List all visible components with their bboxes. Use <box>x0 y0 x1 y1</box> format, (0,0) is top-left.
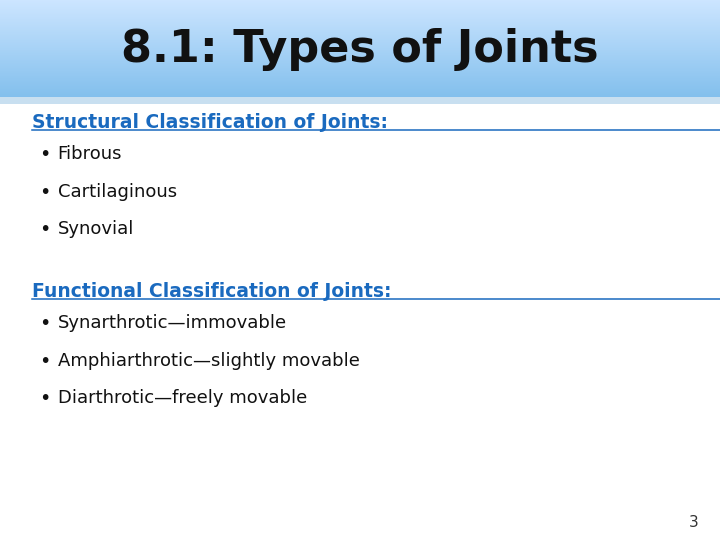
Text: •: • <box>40 220 51 239</box>
Text: •: • <box>40 145 51 164</box>
Text: Amphiarthrotic—slightly movable: Amphiarthrotic—slightly movable <box>58 352 359 369</box>
Text: Synovial: Synovial <box>58 220 134 238</box>
Text: Synarthrotic—immovable: Synarthrotic—immovable <box>58 314 287 332</box>
Text: Fibrous: Fibrous <box>58 145 122 163</box>
Text: Diarthrotic—freely movable: Diarthrotic—freely movable <box>58 389 307 407</box>
Text: •: • <box>40 183 51 201</box>
Text: Structural Classification of Joints:: Structural Classification of Joints: <box>32 113 388 132</box>
Text: Cartilaginous: Cartilaginous <box>58 183 176 200</box>
Text: 3: 3 <box>688 515 698 530</box>
Text: •: • <box>40 314 51 333</box>
FancyBboxPatch shape <box>0 100 720 540</box>
Text: 8.1: Types of Joints: 8.1: Types of Joints <box>121 29 599 71</box>
Text: •: • <box>40 352 51 370</box>
Text: Functional Classification of Joints:: Functional Classification of Joints: <box>32 282 392 301</box>
Text: •: • <box>40 389 51 408</box>
